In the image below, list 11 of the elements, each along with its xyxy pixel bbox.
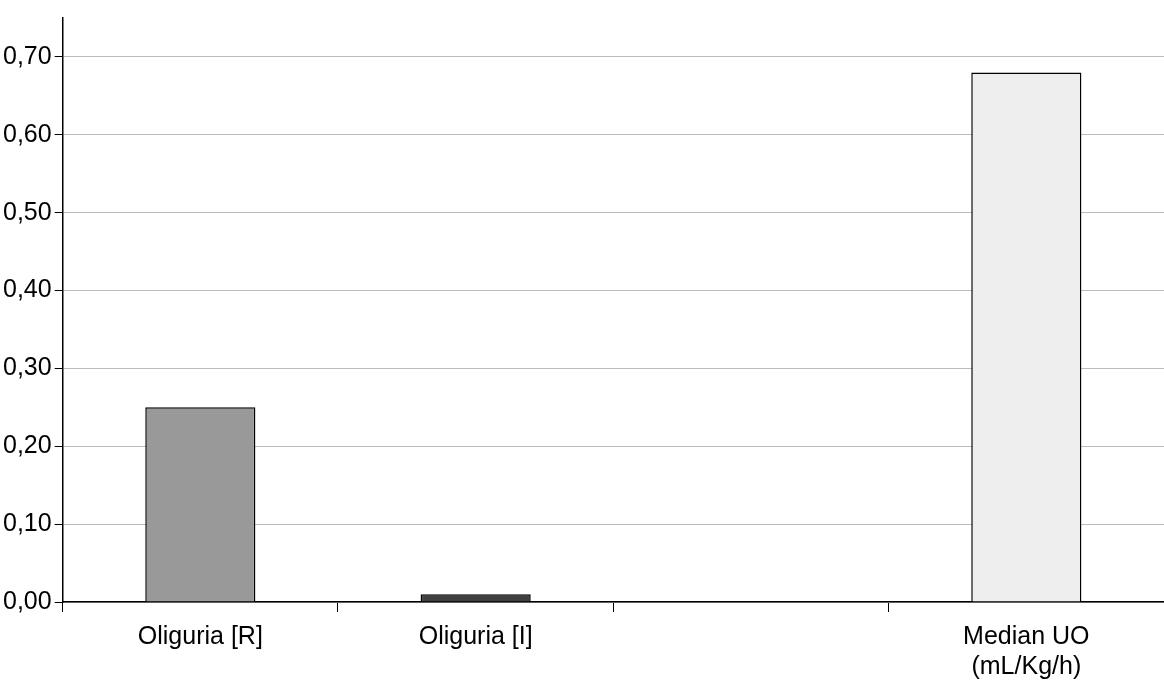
y-tick-label: 0,60: [2, 118, 52, 147]
x-tick-label: Oliguria [R]: [137, 620, 263, 649]
x-tick-label: Median UO (mL/Kg/h): [963, 620, 1090, 679]
y-tick-label: 0,40: [2, 274, 52, 303]
y-tick-label: 0,30: [2, 352, 52, 381]
y-tick-label: 0,50: [2, 196, 52, 225]
y-tick-label: 0,70: [2, 40, 52, 69]
x-tick-label: Oliguria [I]: [418, 620, 533, 649]
y-tick-label: 0,00: [2, 585, 52, 614]
y-tick-label: 0,20: [2, 430, 52, 459]
y-tick-label: 0,10: [2, 508, 52, 537]
